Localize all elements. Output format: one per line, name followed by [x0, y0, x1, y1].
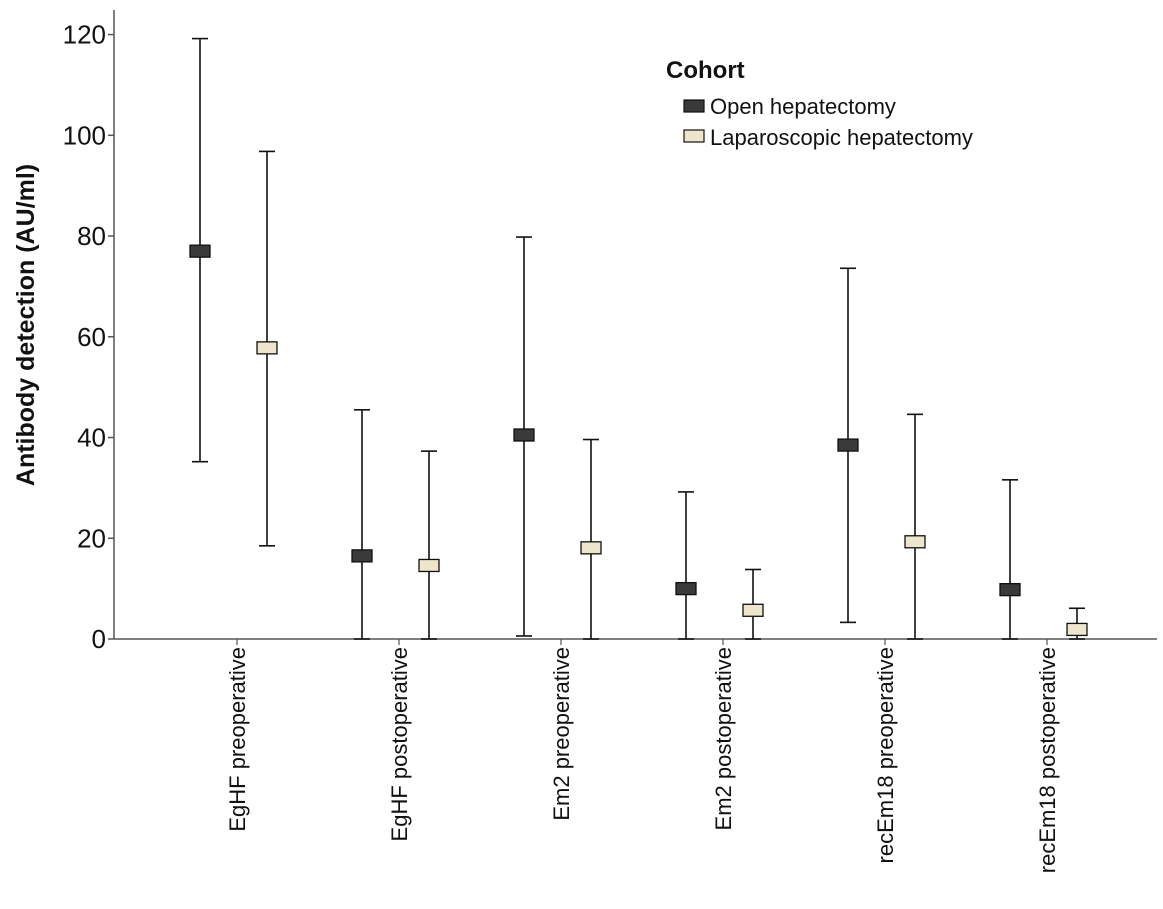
- x-tick-label: Em2 postoperative: [711, 647, 736, 830]
- mean-marker: [351, 549, 373, 563]
- mean-marker: [675, 581, 697, 596]
- legend-title: Cohort: [666, 57, 745, 84]
- x-tick-label: recEm18 postoperative: [1035, 647, 1060, 873]
- axes: [113, 10, 1157, 640]
- y-tick-label: 0: [92, 624, 106, 654]
- legend-swatch-open-hepatectomy: [683, 99, 705, 113]
- category-labels: EgHF preoperative EgHF postoperative Em2 p…: [225, 639, 1060, 873]
- mean-marker: [837, 438, 859, 452]
- legend-swatch-laparoscopic-hepatectomy: [683, 129, 705, 143]
- data-marks: [189, 37, 1088, 640]
- mean-marker: [513, 428, 535, 442]
- y-tick-label: 40: [77, 423, 106, 453]
- y-tick-label: 80: [77, 221, 106, 251]
- legend: Cohort Open hepatectomy Laparoscopic hep…: [666, 57, 973, 150]
- y-tick-label: 120: [63, 20, 106, 50]
- mean-marker: [189, 244, 211, 258]
- x-tick-label: EgHF preoperative: [225, 647, 250, 832]
- mean-marker: [418, 558, 440, 573]
- x-tick-label: EgHF postoperative: [387, 647, 412, 841]
- mean-marker: [904, 535, 926, 549]
- x-tick-label: Em2 preoperative: [549, 647, 574, 821]
- mean-marker: [256, 341, 278, 355]
- legend-label-laparoscopic-hepatectomy: Laparoscopic hepatectomy: [710, 125, 973, 150]
- mean-marker: [742, 603, 764, 617]
- mean-marker: [999, 582, 1021, 597]
- y-ticks: 0 20 40 60 80 100 120: [63, 20, 114, 654]
- x-tick-label: recEm18 preoperative: [873, 647, 898, 863]
- legend-label-open-hepatectomy: Open hepatectomy: [710, 94, 896, 119]
- y-tick-label: 100: [63, 120, 106, 150]
- y-tick-label: 20: [77, 523, 106, 553]
- mean-marker: [1066, 622, 1088, 637]
- mean-marker: [580, 541, 602, 555]
- y-tick-label: 60: [77, 322, 106, 352]
- y-axis-label: Antibody detection (AU/ml): [12, 164, 40, 486]
